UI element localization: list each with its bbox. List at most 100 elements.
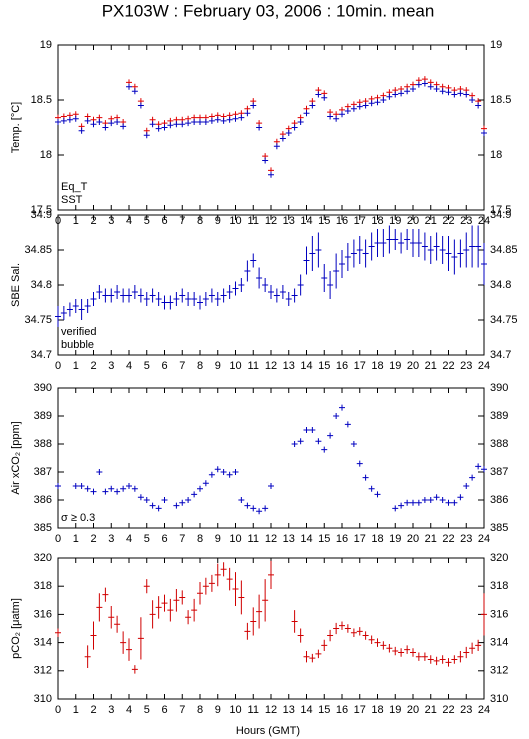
x-tick-label: 16	[336, 704, 348, 716]
data-point	[392, 229, 399, 250]
data-point	[386, 93, 393, 100]
data-point	[451, 499, 458, 506]
data-point	[220, 562, 227, 577]
x-tick-label: 14	[300, 360, 312, 372]
data-point	[427, 236, 434, 264]
data-point	[457, 651, 464, 663]
data-point	[131, 285, 138, 299]
x-tick-label: 7	[179, 704, 185, 716]
data-point	[350, 105, 357, 112]
data-point	[102, 587, 109, 602]
data-point	[457, 239, 464, 268]
data-point	[55, 119, 61, 125]
legend-entry: verified	[61, 326, 96, 338]
data-point	[108, 288, 115, 303]
y-tick-label: 385	[34, 522, 52, 534]
data-point	[78, 127, 85, 134]
x-tick-label: 8	[197, 215, 203, 227]
data-point	[220, 117, 227, 124]
y-tick-label: 388	[34, 438, 52, 450]
data-point	[120, 123, 127, 130]
x-tick-label: 3	[108, 704, 114, 716]
legend-entry: Eq_T	[61, 181, 88, 193]
y-tick-label: 387	[34, 466, 52, 478]
y-axis-label: SBE Sal.	[10, 263, 22, 307]
data-point	[439, 655, 446, 664]
data-point	[291, 124, 298, 131]
data-point	[344, 421, 351, 428]
data-point	[327, 432, 334, 439]
data-point	[191, 598, 198, 622]
x-tick-label: 19	[389, 215, 401, 227]
data-point	[90, 292, 97, 306]
x-tick-label: 1	[73, 360, 79, 372]
data-point	[214, 292, 221, 306]
y-tick-label: 318	[34, 580, 52, 592]
y-tick-label: 314	[34, 637, 52, 649]
data-point	[327, 271, 334, 299]
data-point	[469, 642, 476, 654]
data-point	[120, 485, 127, 492]
data-point	[445, 236, 452, 271]
x-tick-label: 17	[354, 360, 366, 372]
x-tick-label: 3	[108, 215, 114, 227]
data-point	[238, 114, 245, 121]
data-point	[84, 299, 91, 313]
data-point	[143, 497, 150, 503]
data-point	[173, 292, 180, 306]
x-tick-label: 15	[318, 533, 330, 545]
y-tick-label: 387	[490, 466, 508, 478]
data-point	[427, 655, 434, 664]
x-tick-label: 22	[442, 704, 454, 716]
x-tick-label: 15	[318, 704, 330, 716]
x-tick-label: 20	[407, 533, 419, 545]
data-point	[137, 494, 144, 501]
x-tick-label: 0	[55, 360, 61, 372]
x-tick-label: 18	[371, 360, 383, 372]
legend-entry: SST	[61, 194, 83, 206]
data-point	[398, 232, 405, 254]
data-point	[421, 497, 428, 503]
x-tick-label: 9	[215, 704, 221, 716]
data-point	[303, 651, 310, 663]
data-point	[96, 593, 103, 622]
x-tick-label: 21	[425, 360, 437, 372]
data-point	[475, 463, 482, 470]
y-tick-label: 34.85	[490, 244, 518, 256]
data-point	[315, 438, 322, 445]
data-point	[161, 295, 168, 310]
data-point	[114, 285, 121, 299]
data-point	[238, 278, 245, 292]
data-point	[202, 577, 209, 595]
data-point	[433, 232, 440, 261]
data-point	[185, 120, 192, 127]
x-tick-label: 1	[73, 533, 79, 545]
data-point	[368, 232, 375, 261]
x-tick-label: 2	[90, 215, 96, 227]
data-point	[268, 171, 274, 178]
data-point	[279, 135, 286, 142]
data-point	[445, 658, 452, 667]
x-tick-label: 12	[265, 533, 277, 545]
data-point	[108, 485, 115, 492]
data-point	[309, 427, 316, 433]
data-point	[333, 413, 340, 419]
data-point	[303, 427, 310, 433]
data-point	[191, 119, 198, 125]
data-point	[126, 83, 132, 90]
data-point	[208, 471, 215, 478]
data-point	[481, 243, 487, 285]
data-point	[262, 505, 269, 512]
data-point	[185, 497, 192, 503]
y-tick-label: 19	[40, 39, 52, 51]
data-point	[415, 81, 422, 88]
data-point	[143, 292, 150, 306]
data-point	[208, 574, 215, 592]
y-tick-label: 312	[490, 665, 508, 677]
x-tick-label: 22	[442, 533, 454, 545]
data-point	[232, 469, 239, 475]
data-point	[445, 499, 452, 506]
data-point	[84, 485, 91, 492]
y-tick-label: 17.5	[31, 204, 52, 216]
data-point	[244, 502, 251, 509]
